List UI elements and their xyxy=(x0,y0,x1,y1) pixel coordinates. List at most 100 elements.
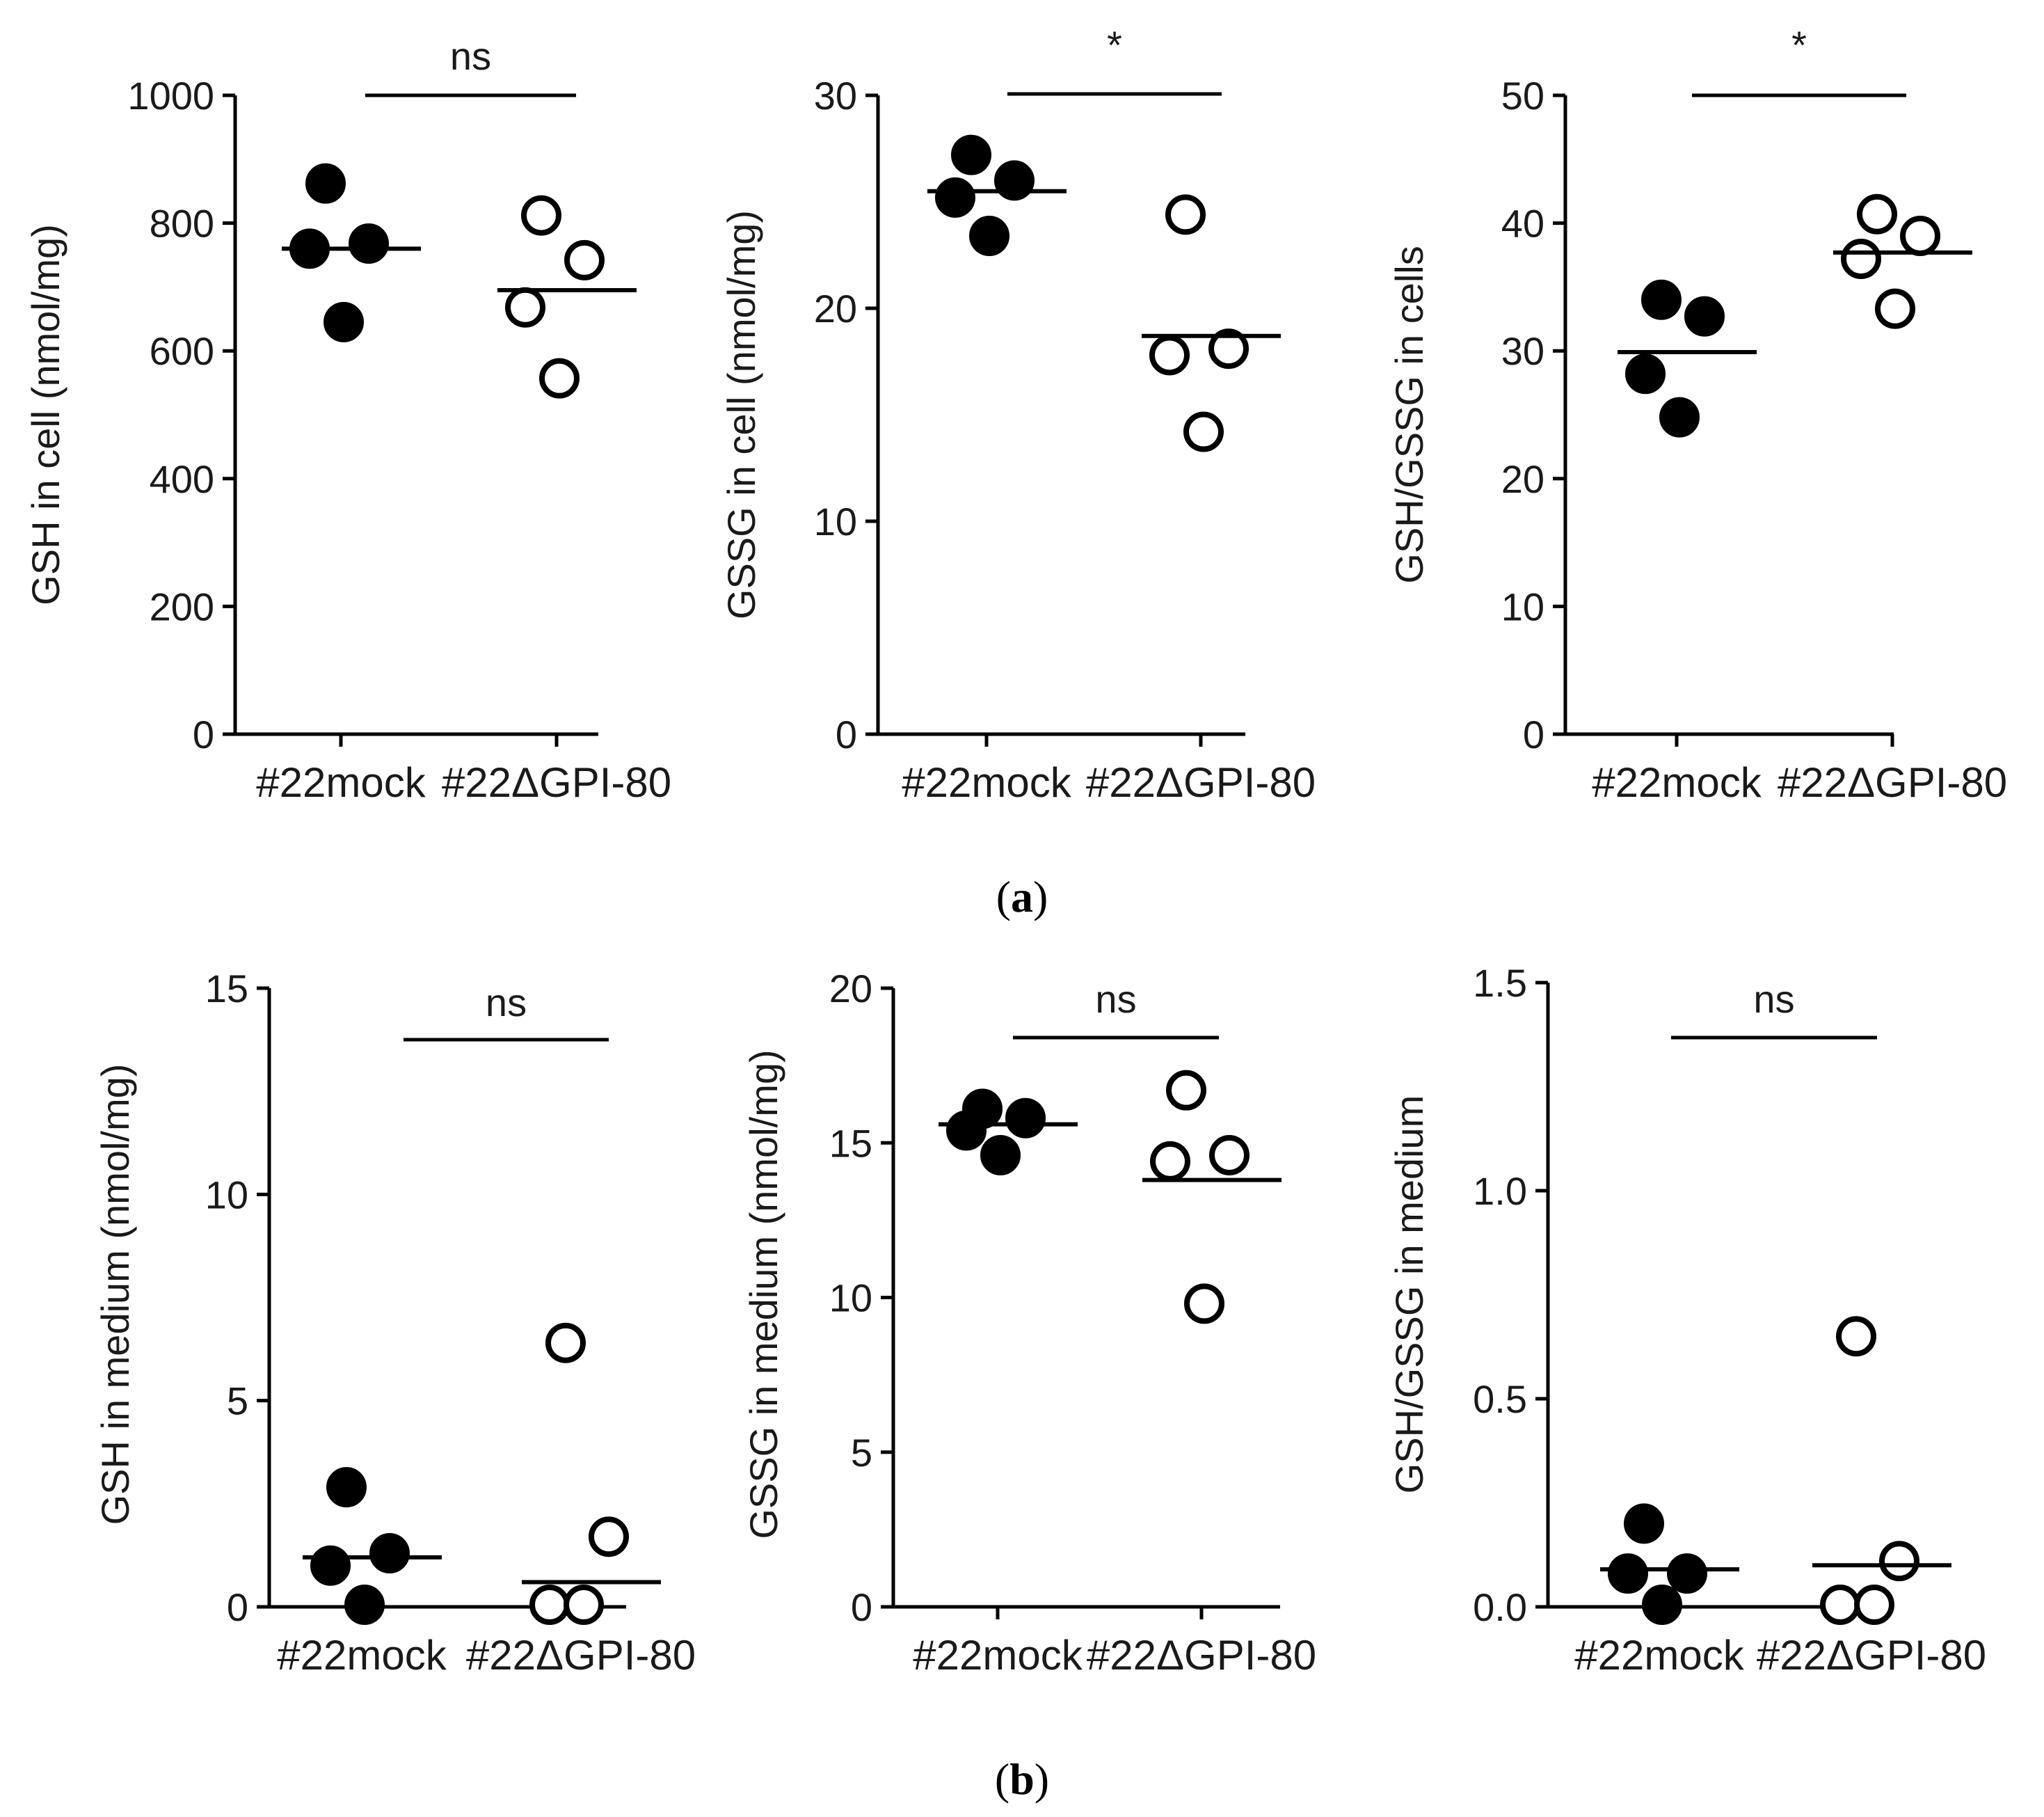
data-point xyxy=(1641,279,1682,320)
data-point xyxy=(946,1110,987,1151)
data-point xyxy=(326,1467,367,1508)
data-point xyxy=(1836,1316,1876,1357)
y-axis-label: GSH/GSSG in cells xyxy=(1387,246,1431,583)
y-tick-label: 50 xyxy=(1501,74,1544,118)
significance-label: * xyxy=(1791,23,1807,67)
data-point xyxy=(1149,335,1190,376)
significance-label: ns xyxy=(1095,977,1136,1021)
y-axis-label: GSH in medium (nmol/mg) xyxy=(93,1064,137,1525)
data-point xyxy=(1659,397,1700,438)
significance-label: ns xyxy=(486,981,527,1024)
x-category-label: #22mock xyxy=(277,1632,447,1679)
data-point xyxy=(369,1532,410,1573)
y-tick-label: 15 xyxy=(205,967,248,1010)
y-tick-label: 0.0 xyxy=(1473,1585,1527,1629)
y-axis-label: GSH/GSSG in medium xyxy=(1387,1095,1431,1494)
y-tick-label: 0 xyxy=(851,1585,872,1629)
data-point xyxy=(521,195,561,236)
data-point xyxy=(564,1585,604,1626)
data-point xyxy=(1608,1553,1648,1594)
x-category-label: #22ΔGPI-80 xyxy=(1757,1632,1986,1679)
data-point xyxy=(349,223,389,264)
significance-label: ns xyxy=(1753,977,1794,1021)
y-axis-label: GSH in cell (nmol/mg) xyxy=(24,224,67,605)
x-category-label: #22ΔGPI-80 xyxy=(442,759,671,806)
y-tick-label: 10 xyxy=(1501,585,1544,628)
data-point xyxy=(1208,328,1249,370)
y-tick-label: 20 xyxy=(1501,457,1544,501)
y-tick-label: 0 xyxy=(836,713,857,756)
y-tick-label: 0.5 xyxy=(1473,1377,1527,1421)
x-category-label: #22ΔGPI-80 xyxy=(1086,759,1316,806)
y-tick-label: 1.0 xyxy=(1473,1169,1527,1213)
y-tick-label: 20 xyxy=(829,967,872,1010)
data-point xyxy=(324,301,364,342)
data-point xyxy=(1165,194,1206,235)
data-point xyxy=(1841,239,1881,280)
data-point xyxy=(1857,193,1897,235)
data-point xyxy=(1005,1097,1046,1138)
data-point xyxy=(1854,1585,1894,1626)
y-tick-label: 0 xyxy=(193,713,214,756)
data-point xyxy=(310,1545,351,1586)
data-point xyxy=(1150,1141,1190,1182)
data-point xyxy=(1209,1135,1249,1176)
data-point xyxy=(1667,1553,1707,1594)
data-point xyxy=(1879,1541,1919,1582)
data-point xyxy=(529,1585,570,1626)
x-category-label: #22ΔGPI-80 xyxy=(1087,1632,1316,1679)
panel-label-b: (b) xyxy=(994,1754,1050,1804)
y-tick-label: 15 xyxy=(829,1121,872,1165)
data-point xyxy=(951,134,991,175)
y-axis-label: GSSG in cell (nmol/mg) xyxy=(719,210,763,619)
data-point xyxy=(1166,1070,1206,1111)
data-point xyxy=(539,358,580,399)
panel-label-a: (a) xyxy=(996,872,1048,921)
data-point xyxy=(969,215,1009,256)
y-tick-label: 1000 xyxy=(127,74,214,118)
x-category-label: #22ΔGPI-80 xyxy=(466,1632,696,1679)
data-point xyxy=(505,287,545,328)
y-tick-label: 400 xyxy=(150,457,214,501)
data-point xyxy=(1900,215,1940,256)
x-category-label: #22mock xyxy=(913,1632,1083,1679)
y-tick-label: 10 xyxy=(829,1276,872,1320)
data-point xyxy=(1820,1585,1860,1626)
data-point xyxy=(564,239,605,280)
y-tick-label: 1.5 xyxy=(1473,961,1527,1005)
data-point xyxy=(545,1322,586,1363)
data-point xyxy=(1875,288,1915,329)
data-point xyxy=(980,1135,1021,1176)
y-tick-label: 30 xyxy=(1501,329,1544,373)
significance-label: ns xyxy=(450,34,491,78)
y-tick-label: 200 xyxy=(150,585,214,628)
data-point xyxy=(1684,296,1725,337)
y-tick-label: 5 xyxy=(851,1431,872,1475)
y-tick-label: 20 xyxy=(814,287,857,331)
y-axis-label: GSSG in medium (nmol/mg) xyxy=(742,1049,785,1539)
significance-label: * xyxy=(1107,23,1122,67)
y-tick-label: 40 xyxy=(1501,202,1544,246)
data-point xyxy=(344,1585,385,1626)
data-point xyxy=(305,163,346,204)
x-category-label: #22ΔGPI-80 xyxy=(1778,759,2007,806)
data-point xyxy=(1624,1503,1664,1544)
y-tick-label: 0 xyxy=(227,1585,248,1629)
y-tick-label: 10 xyxy=(205,1173,248,1216)
y-tick-label: 5 xyxy=(227,1379,248,1423)
data-point xyxy=(1642,1585,1682,1626)
y-tick-label: 600 xyxy=(150,329,214,373)
data-point xyxy=(1184,1283,1224,1324)
x-category-label: #22mock xyxy=(902,759,1071,806)
x-category-label: #22mock xyxy=(256,759,426,806)
y-tick-label: 800 xyxy=(150,202,214,246)
y-tick-label: 10 xyxy=(814,500,857,543)
data-point xyxy=(1625,354,1666,395)
y-tick-label: 30 xyxy=(814,74,857,118)
y-tick-label: 0 xyxy=(1523,713,1544,756)
x-category-label: #22mock xyxy=(1574,1632,1744,1679)
data-point xyxy=(1183,411,1224,452)
x-category-label: #22mock xyxy=(1592,759,1762,806)
data-point xyxy=(589,1516,629,1557)
